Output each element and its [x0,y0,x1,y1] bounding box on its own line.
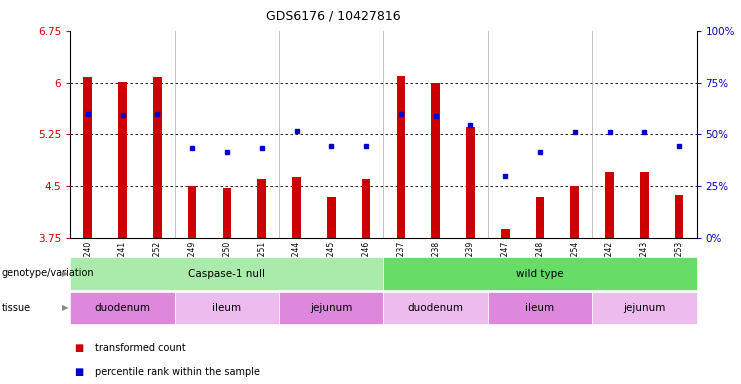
Bar [70,257,384,290]
Text: ▶: ▶ [62,269,68,278]
Bar [501,229,510,238]
Text: Caspase-1 null: Caspase-1 null [188,268,265,279]
Bar [327,197,336,238]
Bar [187,186,196,238]
Text: ■: ■ [74,367,83,377]
Text: percentile rank within the sample: percentile rank within the sample [95,367,260,377]
Bar [605,172,614,238]
Bar [466,127,475,238]
Bar [279,292,384,324]
Bar [384,257,697,290]
Bar [222,188,231,238]
Text: ▶: ▶ [62,303,68,313]
Bar [675,195,683,238]
Text: ■: ■ [74,343,83,353]
Text: jejunum: jejunum [623,303,665,313]
Bar [431,83,440,238]
Bar [640,172,648,238]
Text: jejunum: jejunum [310,303,353,313]
Bar [70,292,175,324]
Bar [119,82,127,238]
Bar [292,177,301,238]
Bar [175,292,279,324]
Text: wild type: wild type [516,268,564,279]
Bar [362,179,370,238]
Bar [592,292,697,324]
Bar [84,77,92,238]
Bar [257,179,266,238]
Bar [488,292,592,324]
Bar [384,292,488,324]
Text: tissue: tissue [1,303,30,313]
Bar [571,186,579,238]
Bar [153,77,162,238]
Text: transformed count: transformed count [95,343,185,353]
Text: GDS6176 / 10427816: GDS6176 / 10427816 [266,10,401,23]
Text: duodenum: duodenum [408,303,464,313]
Text: ileum: ileum [525,303,554,313]
Text: genotype/variation: genotype/variation [1,268,94,278]
Bar [536,197,545,238]
Bar [396,76,405,238]
Text: duodenum: duodenum [95,303,150,313]
Text: ileum: ileum [213,303,242,313]
